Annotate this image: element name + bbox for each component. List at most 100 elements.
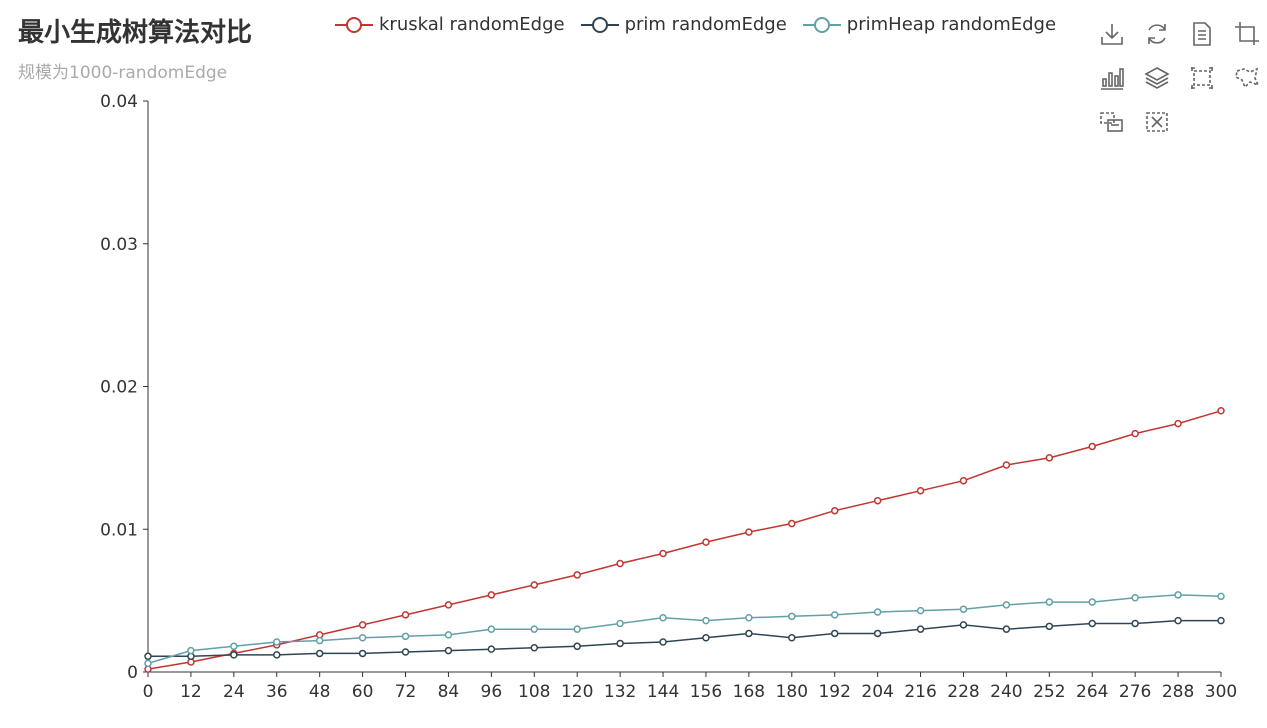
x-tick-label: 240 [990, 682, 1022, 702]
x-tick-label: 144 [647, 682, 679, 702]
x-tick-label: 48 [309, 682, 331, 702]
data-point-primheap [358, 633, 367, 642]
chart-subtitle: 规模为1000-randomEdge [18, 63, 228, 83]
data-point-primheap [315, 636, 324, 645]
x-tick-label: 252 [1033, 682, 1065, 702]
data-point-kruskal [1217, 407, 1225, 415]
chart-title: 最小生成树算法对比 [18, 18, 253, 48]
x-tick-label: 276 [1119, 682, 1151, 702]
data-point-prim [702, 633, 710, 642]
data-point-kruskal [573, 571, 581, 579]
data-point-primheap [230, 642, 238, 651]
x-tick-label: 216 [904, 682, 936, 702]
brush-lasso-icon[interactable] [1231, 62, 1263, 94]
stack-icon[interactable] [1141, 62, 1173, 94]
series-line-kruskal [147, 410, 1222, 670]
legend: kruskal randomEdge prim randomEdge primH… [335, 14, 1056, 35]
x-tick-label: 36 [266, 682, 288, 702]
data-point-kruskal [444, 601, 453, 609]
x-tick-label: 228 [947, 682, 979, 702]
data-point-prim [1174, 616, 1182, 625]
data-point-primheap [573, 625, 581, 633]
data-point-prim [830, 629, 839, 638]
x-tick-label: 108 [518, 682, 550, 702]
legend-item-prim[interactable]: prim randomEdge [580, 14, 787, 35]
x-tick-label: 0 [143, 682, 154, 702]
data-point-prim [315, 649, 324, 658]
data-point-kruskal [659, 549, 667, 558]
legend-item-kruskal[interactable]: kruskal randomEdge [335, 14, 565, 35]
x-tick-label: 168 [733, 682, 765, 702]
data-point-prim [659, 638, 667, 646]
x-tick-label: 132 [604, 682, 636, 702]
x-tick-label: 192 [818, 682, 850, 702]
x-tick-label: 24 [223, 682, 245, 702]
bar-chart-icon[interactable] [1096, 62, 1128, 94]
y-tick-label: 0.03 [100, 235, 138, 255]
restore-icon[interactable] [1141, 18, 1173, 50]
data-point-kruskal [401, 611, 410, 619]
x-tick-label: 156 [690, 682, 722, 702]
legend-marker-kruskal-icon [335, 16, 373, 33]
data-point-primheap [959, 605, 968, 613]
zoom-crop-icon[interactable] [1231, 18, 1263, 50]
x-tick-label: 96 [481, 682, 503, 702]
brush-keep-icon[interactable] [1096, 106, 1128, 138]
data-point-primheap [616, 619, 624, 628]
data-point-prim [1045, 622, 1054, 631]
data-point-primheap [788, 612, 796, 621]
data-point-primheap [830, 611, 839, 619]
data-point-primheap [1174, 591, 1182, 599]
data-point-primheap [187, 646, 195, 655]
data-point-prim [573, 642, 581, 651]
save-as-image-icon[interactable] [1096, 18, 1128, 50]
x-tick-label: 264 [1076, 682, 1108, 702]
x-tick-label: 60 [352, 682, 374, 702]
data-point-kruskal [1174, 419, 1182, 428]
data-point-prim [530, 643, 539, 652]
x-tick-label: 204 [861, 682, 893, 702]
data-point-prim [358, 649, 367, 658]
data-point-kruskal [873, 496, 882, 505]
data-point-primheap [702, 616, 710, 625]
data-point-kruskal [702, 538, 710, 546]
data-point-primheap [1131, 594, 1139, 602]
legend-label-primheap: primHeap randomEdge [846, 14, 1057, 35]
y-tick-label: 0 [127, 663, 138, 683]
x-tick-label: 12 [180, 682, 202, 702]
data-point-primheap [530, 625, 539, 633]
data-point-primheap [401, 632, 410, 641]
data-view-icon[interactable] [1186, 18, 1218, 50]
data-point-prim [1217, 616, 1225, 625]
data-point-primheap [1088, 598, 1096, 606]
data-point-kruskal [358, 621, 367, 629]
data-point-kruskal [616, 559, 624, 568]
data-point-prim [273, 651, 281, 659]
data-point-prim [873, 629, 882, 638]
data-point-prim [916, 625, 925, 633]
x-tick-label: 180 [776, 682, 808, 702]
data-point-primheap [745, 614, 753, 622]
brush-rect-icon[interactable] [1186, 62, 1218, 94]
data-point-kruskal [1131, 429, 1139, 438]
data-point-kruskal [1045, 454, 1054, 462]
legend-item-primheap[interactable]: primHeap randomEdge [802, 14, 1057, 35]
x-tick-label: 120 [561, 682, 593, 702]
data-point-kruskal [916, 486, 925, 495]
data-point-primheap [1045, 598, 1054, 606]
x-tick-label: 300 [1205, 682, 1237, 702]
brush-clear-icon[interactable] [1141, 106, 1173, 138]
x-tick-label: 84 [438, 682, 460, 702]
data-point-primheap [444, 631, 453, 639]
data-point-prim [1088, 619, 1096, 628]
data-point-primheap [273, 638, 281, 646]
data-point-kruskal [830, 506, 839, 515]
legend-marker-primheap-icon [802, 16, 841, 33]
data-point-prim [444, 646, 453, 655]
data-point-prim [959, 621, 968, 629]
data-point-primheap [1217, 592, 1225, 601]
data-point-prim [788, 633, 796, 642]
data-point-prim [745, 629, 753, 638]
data-point-prim [487, 645, 496, 653]
